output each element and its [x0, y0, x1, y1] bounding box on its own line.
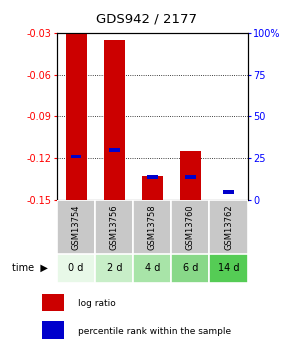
- Text: 14 d: 14 d: [218, 263, 239, 273]
- Text: GSM13758: GSM13758: [148, 204, 157, 250]
- Bar: [66, 34, 87, 200]
- Bar: [185, 175, 196, 178]
- Bar: [171, 254, 209, 283]
- Bar: [223, 190, 234, 194]
- Bar: [42, 294, 64, 311]
- Bar: [95, 200, 133, 254]
- Text: percentile rank within the sample: percentile rank within the sample: [78, 327, 231, 336]
- Text: 0 d: 0 d: [69, 263, 84, 273]
- Bar: [133, 254, 171, 283]
- Bar: [57, 200, 95, 254]
- Bar: [71, 155, 81, 158]
- Bar: [209, 200, 248, 254]
- Bar: [180, 151, 201, 200]
- Text: GDS942 / 2177: GDS942 / 2177: [96, 12, 197, 25]
- Bar: [95, 254, 133, 283]
- Bar: [133, 200, 171, 254]
- Text: 6 d: 6 d: [183, 263, 198, 273]
- Bar: [42, 321, 64, 339]
- Bar: [147, 175, 158, 178]
- Text: 2 d: 2 d: [107, 263, 122, 273]
- Text: GSM13754: GSM13754: [72, 204, 81, 249]
- Text: 4 d: 4 d: [145, 263, 160, 273]
- Text: time  ▶: time ▶: [13, 263, 48, 273]
- Bar: [57, 254, 95, 283]
- Text: GSM13760: GSM13760: [186, 204, 195, 250]
- Text: GSM13762: GSM13762: [224, 204, 233, 250]
- Text: log ratio: log ratio: [78, 299, 115, 308]
- Bar: [109, 148, 120, 152]
- Bar: [142, 176, 163, 200]
- Bar: [218, 200, 239, 201]
- Text: GSM13756: GSM13756: [110, 204, 119, 250]
- Bar: [209, 254, 248, 283]
- Bar: [171, 200, 209, 254]
- Bar: [104, 40, 125, 200]
